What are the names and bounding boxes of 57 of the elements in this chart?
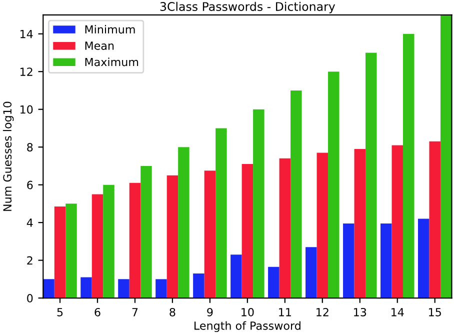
bar [429, 141, 440, 298]
x-tick-label: 8 [170, 308, 176, 316]
bar [66, 204, 77, 298]
x-tick-label: 13 [354, 308, 366, 316]
bar [366, 52, 377, 298]
legend-label: Mean [85, 42, 114, 50]
bar [242, 164, 254, 298]
bar [118, 279, 130, 298]
bar [380, 224, 392, 298]
x-axis-title: Length of Password [194, 321, 300, 332]
y-tick-label: 14 [20, 30, 33, 38]
y-tick-label: 0 [27, 294, 33, 302]
bar [316, 152, 328, 298]
bar [43, 279, 54, 298]
bar [268, 266, 280, 298]
bar [354, 148, 366, 298]
x-tick-label: 6 [94, 308, 100, 316]
bar [80, 277, 92, 298]
bar [343, 224, 354, 298]
x-tick-label: 11 [279, 308, 291, 316]
y-tick-label: 2 [27, 256, 32, 265]
legend-label: Minimum [85, 24, 135, 34]
y-tick-label: 8 [27, 143, 33, 152]
bar [103, 184, 114, 298]
bar [166, 175, 178, 298]
bar [156, 279, 167, 298]
legend-label: Maximum [85, 58, 138, 66]
bar [392, 145, 403, 298]
bar [306, 247, 317, 298]
y-tick-label: 4 [26, 218, 33, 227]
bar [230, 254, 242, 298]
bar [279, 158, 291, 298]
x-tick-label: 14 [392, 308, 404, 316]
bar [92, 194, 104, 298]
bar [216, 128, 227, 298]
y-axis-title: Num Guesses log10 [2, 102, 14, 211]
y-tick-label: 10 [20, 105, 33, 114]
bar [253, 109, 264, 298]
x-tick-label: 5 [57, 308, 63, 316]
bar [193, 274, 204, 298]
x-tick-label: 15 [429, 308, 441, 316]
bar [328, 72, 340, 298]
x-tick-label: 10 [242, 308, 254, 316]
bar [204, 170, 216, 298]
bar [178, 147, 190, 298]
bar [140, 166, 152, 298]
bar [403, 34, 414, 298]
bar [129, 182, 141, 298]
chart-title: 3Class Passwords - Dictionary [160, 2, 336, 14]
x-tick-label: 7 [132, 308, 138, 316]
y-tick-label: 12 [20, 68, 32, 76]
bar [418, 218, 430, 298]
bar [54, 206, 66, 298]
x-tick-label: 12 [316, 308, 328, 316]
bar [290, 90, 302, 298]
x-tick-label: 9 [207, 308, 213, 316]
y-tick-label: 6 [27, 180, 33, 190]
